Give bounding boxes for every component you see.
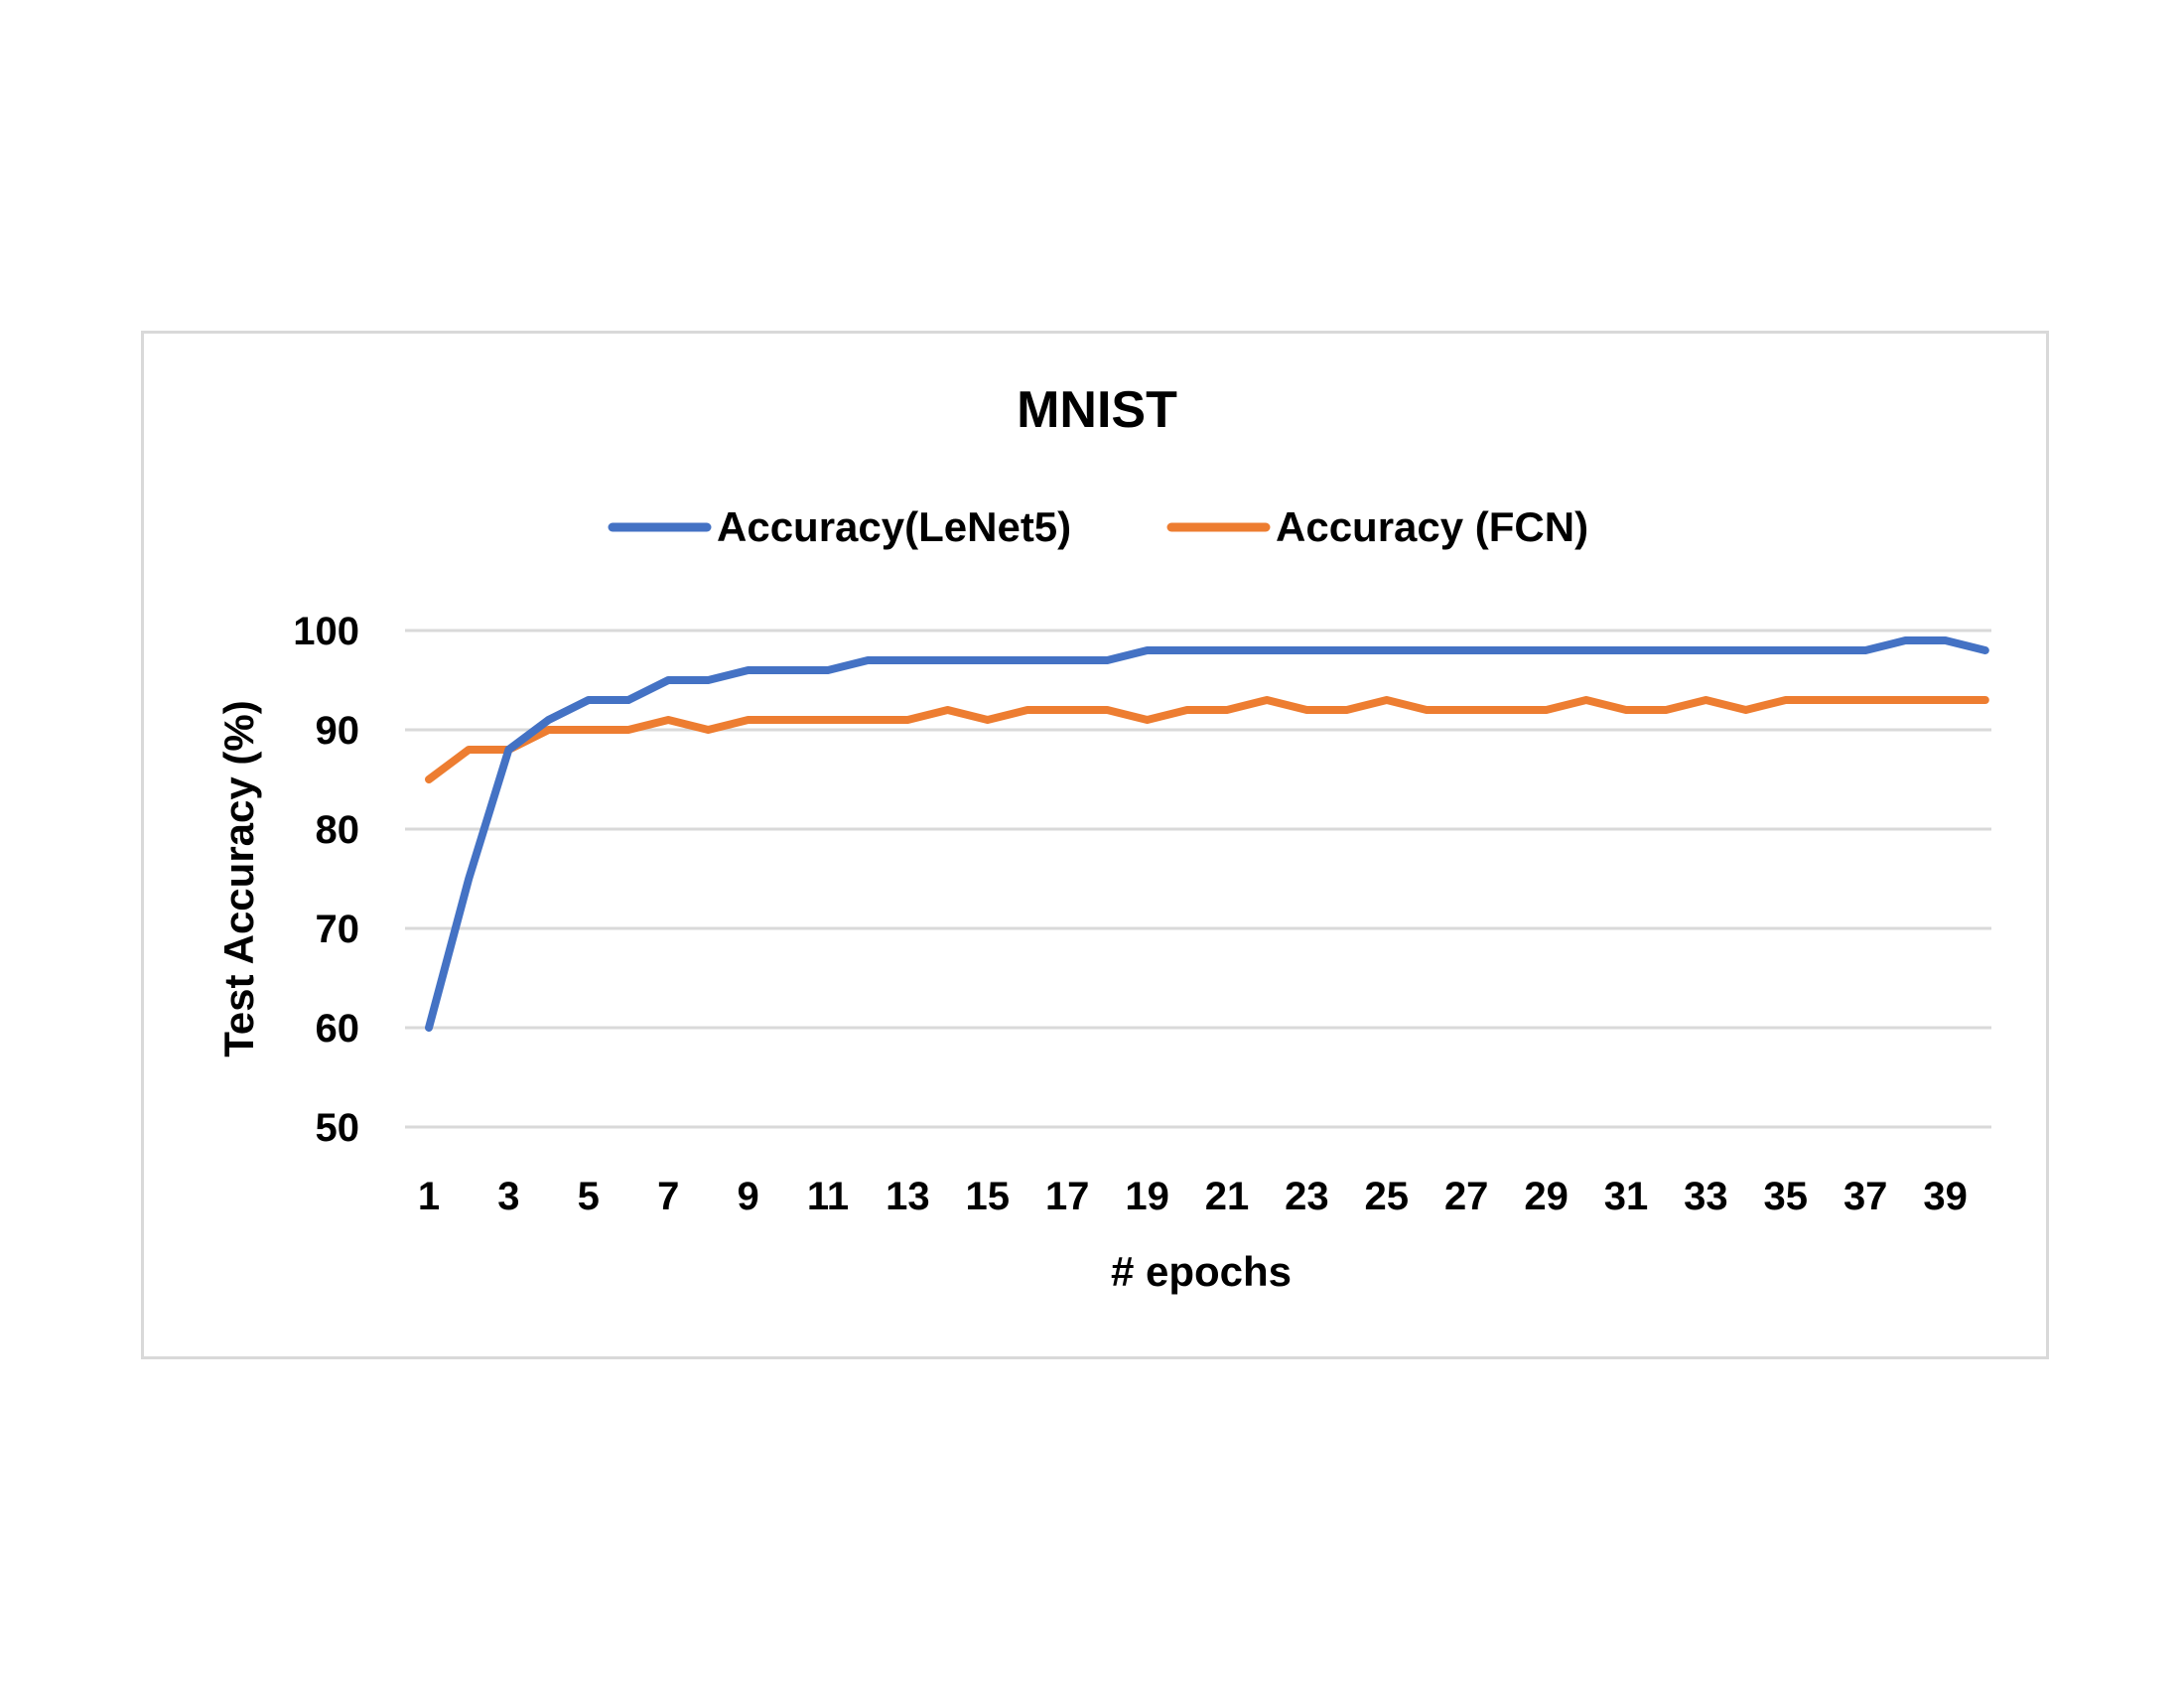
- y-axis-label: Test Accuracy (%): [215, 700, 262, 1056]
- legend-item-fcn: Accuracy (FCN): [1166, 503, 1588, 550]
- chart-title: MNIST: [1017, 381, 1177, 439]
- x-tick-label-3: 3: [497, 1175, 519, 1218]
- chart-area: [141, 331, 2049, 1359]
- x-tick-label-23: 23: [1285, 1175, 1329, 1218]
- x-tick-label-11: 11: [807, 1175, 849, 1218]
- x-tick-label-21: 21: [1205, 1175, 1250, 1218]
- x-axis-label: # epochs: [1111, 1248, 1292, 1295]
- y-tick-label-100: 100: [293, 610, 359, 653]
- series-line-lenet5: [425, 636, 1989, 1032]
- legend-label-lenet5: Accuracy(LeNet5): [717, 503, 1071, 550]
- x-tick-label-15: 15: [966, 1175, 1011, 1218]
- gridlines: [405, 629, 1991, 1129]
- x-axis-ticks: 1 3 5 7 9 11 13 15 17 19 21 23 25 27 29 31 33 35 37 39: [418, 1175, 1968, 1218]
- x-tick-label-7: 7: [657, 1175, 679, 1218]
- legend-label-fcn: Accuracy (FCN): [1276, 503, 1588, 550]
- x-tick-label-35: 35: [1764, 1175, 1809, 1218]
- x-tick-label-31: 31: [1604, 1175, 1649, 1218]
- y-tick-label-60: 60: [316, 1007, 360, 1051]
- x-tick-label-9: 9: [737, 1175, 758, 1218]
- legend-item-lenet5: Accuracy(LeNet5): [608, 503, 1071, 550]
- y-tick-label-80: 80: [316, 808, 360, 852]
- x-tick-label-29: 29: [1524, 1175, 1569, 1218]
- series-line-fcn: [425, 696, 1989, 783]
- y-tick-label-90: 90: [316, 709, 360, 753]
- y-tick-label-70: 70: [316, 908, 360, 951]
- x-tick-label-17: 17: [1045, 1175, 1090, 1218]
- x-tick-label-37: 37: [1843, 1175, 1888, 1218]
- y-axis-ticks: 50 60 70 80 90 100: [293, 610, 359, 1150]
- x-tick-label-33: 33: [1684, 1175, 1728, 1218]
- x-tick-label-1: 1: [418, 1175, 440, 1218]
- series-lines: [425, 636, 1989, 1032]
- x-tick-label-19: 19: [1125, 1175, 1169, 1218]
- legend: Accuracy(LeNet5) Accuracy (FCN): [608, 503, 1588, 550]
- x-tick-label-25: 25: [1365, 1175, 1410, 1218]
- y-tick-label-50: 50: [316, 1106, 360, 1150]
- x-tick-label-13: 13: [886, 1175, 930, 1218]
- x-tick-label-5: 5: [578, 1175, 600, 1218]
- x-tick-label-27: 27: [1444, 1175, 1489, 1218]
- x-tick-label-39: 39: [1923, 1175, 1968, 1218]
